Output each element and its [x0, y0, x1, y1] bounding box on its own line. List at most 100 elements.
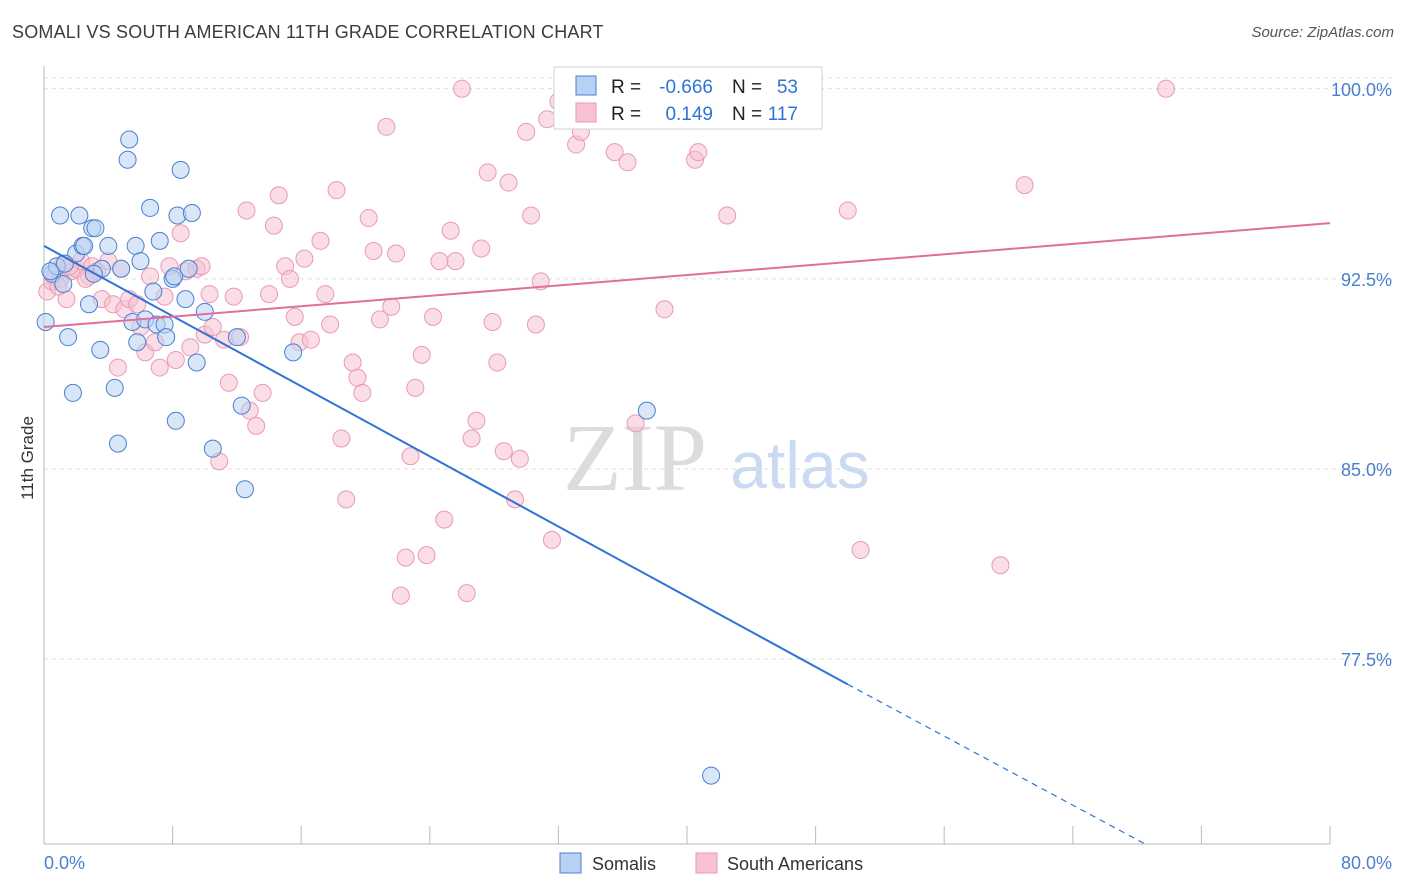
- south-american-point: [166, 350, 185, 369]
- south-american-point: [377, 117, 396, 136]
- south-american-point: [353, 383, 372, 402]
- somali-point: [702, 766, 721, 785]
- y-tick-label: 100.0%: [1331, 80, 1392, 100]
- south-american-point: [200, 285, 219, 304]
- somali-point: [165, 267, 184, 286]
- south-american-point: [488, 353, 507, 372]
- somali-point: [54, 274, 73, 293]
- somali-point: [51, 206, 70, 225]
- south-american-point: [401, 447, 420, 466]
- somali-point: [203, 439, 222, 458]
- gridlines: [44, 77, 1392, 660]
- somali-point: [195, 302, 214, 321]
- correlation-legend: R = -0.666 N = 53 R = 0.149 N = 117: [553, 66, 823, 130]
- south-american-point: [526, 315, 545, 334]
- south-americans-points: [38, 79, 1176, 605]
- south-american-point: [505, 490, 524, 509]
- south-american-point: [285, 307, 304, 326]
- south-american-point: [522, 206, 541, 225]
- south-american-point: [370, 310, 389, 329]
- somali-point: [80, 295, 99, 314]
- y-tick-labels: 100.0% 92.5% 85.0% 77.5%: [1331, 80, 1392, 670]
- south-american-point: [108, 358, 127, 377]
- south-american-point: [542, 530, 561, 549]
- x-tick-label-max: 80.0%: [1341, 853, 1392, 873]
- south-american-point: [991, 556, 1010, 575]
- watermark-atlas: atlas: [730, 428, 869, 502]
- somali-point: [232, 396, 251, 415]
- somali-point: [144, 282, 163, 301]
- somali-point: [59, 328, 78, 347]
- south-american-point: [332, 429, 351, 448]
- bottom-legend-swatch-south-americans: [695, 852, 718, 874]
- south-american-point: [626, 414, 645, 433]
- south-american-point: [203, 318, 222, 337]
- somali-point: [108, 434, 127, 453]
- somali-point: [227, 328, 246, 347]
- south-american-point: [337, 490, 356, 509]
- somalis-trend-extension: [847, 683, 1146, 845]
- south-american-point: [499, 173, 518, 192]
- south-american-point: [424, 307, 443, 326]
- legend-swatch-somalis: [575, 75, 597, 96]
- south-american-point: [219, 373, 238, 392]
- south-american-point: [280, 269, 299, 288]
- south-american-point: [348, 368, 367, 387]
- somali-point: [126, 236, 145, 255]
- south-american-point: [224, 287, 243, 306]
- legend-r-label-1: R =: [611, 77, 641, 98]
- south-american-point: [237, 201, 256, 220]
- south-american-point: [321, 315, 340, 334]
- x-tick-label-min: 0.0%: [44, 853, 85, 873]
- somali-point: [118, 150, 137, 169]
- south-american-point: [452, 79, 471, 98]
- south-american-point: [181, 338, 200, 357]
- south-american-point: [430, 252, 449, 271]
- somali-point: [157, 328, 176, 347]
- somali-point: [99, 236, 118, 255]
- south-american-point: [483, 312, 502, 331]
- somalis-points: [36, 130, 721, 785]
- legend-r-value-1: -0.666: [659, 77, 713, 98]
- south-american-point: [141, 267, 160, 286]
- south-americans-trend-line: [43, 222, 1331, 329]
- south-american-point: [435, 510, 454, 529]
- y-tick-label: 77.5%: [1341, 650, 1392, 670]
- south-american-point: [417, 546, 436, 565]
- somali-point: [63, 383, 82, 402]
- south-american-point: [391, 586, 410, 605]
- south-american-point: [457, 584, 476, 603]
- south-american-point: [253, 383, 272, 402]
- legend-n-value-2: 117: [768, 104, 798, 125]
- y-tick-label: 85.0%: [1341, 460, 1392, 480]
- somali-point: [176, 290, 195, 309]
- south-american-point: [1015, 176, 1034, 195]
- somali-point: [150, 231, 169, 250]
- south-american-point: [441, 221, 460, 240]
- chart-title: SOMALI VS SOUTH AMERICAN 11TH GRADE CORR…: [12, 22, 604, 42]
- bottom-legend-somalis: Somalis: [592, 854, 656, 874]
- somali-point: [36, 312, 55, 331]
- south-american-point: [311, 231, 330, 250]
- legend-swatch-south-americans: [575, 102, 597, 123]
- somali-point: [284, 343, 303, 362]
- south-american-point: [851, 541, 870, 560]
- somali-point: [120, 130, 139, 149]
- somalis-trend-line: [43, 245, 849, 686]
- south-american-point: [260, 285, 279, 304]
- south-american-point: [412, 345, 431, 364]
- somali-point: [131, 252, 150, 271]
- south-american-point: [269, 186, 288, 205]
- somali-point: [166, 411, 185, 430]
- somali-point: [182, 203, 201, 222]
- legend-n-label-2: N =: [732, 104, 762, 125]
- south-american-point: [343, 353, 362, 372]
- source-label: Source: ZipAtlas.com: [1251, 24, 1394, 41]
- legend-n-value-1: 53: [777, 77, 798, 98]
- south-american-point: [478, 163, 497, 182]
- somali-point: [91, 340, 110, 359]
- south-american-point: [387, 244, 406, 263]
- south-american-point: [406, 378, 425, 397]
- somali-point: [187, 353, 206, 372]
